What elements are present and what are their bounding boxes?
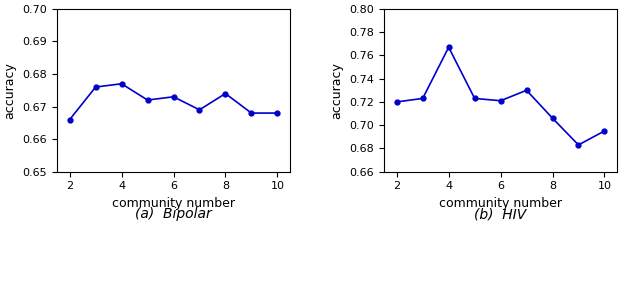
X-axis label: community number: community number [439, 197, 562, 210]
Y-axis label: accuracy: accuracy [4, 62, 16, 119]
Text: (b)  HIV: (b) HIV [474, 207, 527, 221]
Y-axis label: accuracy: accuracy [331, 62, 343, 119]
Text: (a)  Bipolar: (a) Bipolar [135, 207, 212, 221]
X-axis label: community number: community number [112, 197, 235, 210]
